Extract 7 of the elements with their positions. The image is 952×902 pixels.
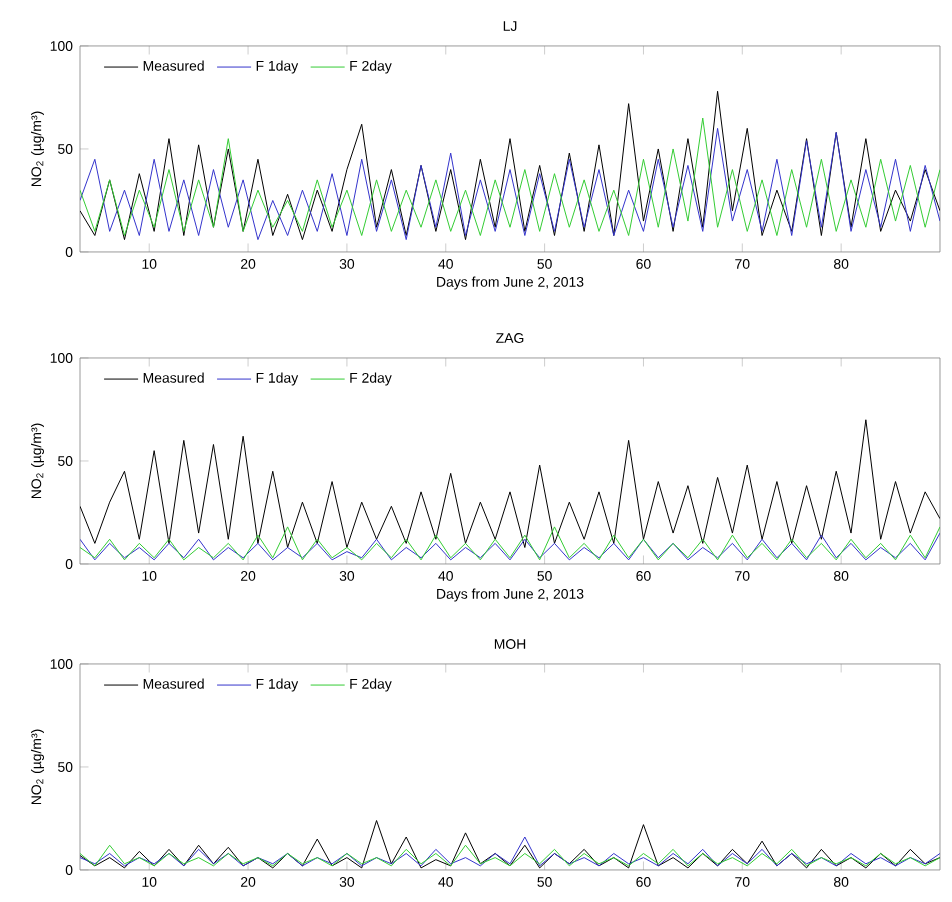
line-series [80, 532, 940, 561]
line-series [80, 844, 940, 867]
line-series [80, 90, 940, 241]
line-series [80, 419, 940, 548]
line-series [80, 836, 940, 867]
line-series [80, 820, 940, 869]
line-series [80, 526, 940, 561]
